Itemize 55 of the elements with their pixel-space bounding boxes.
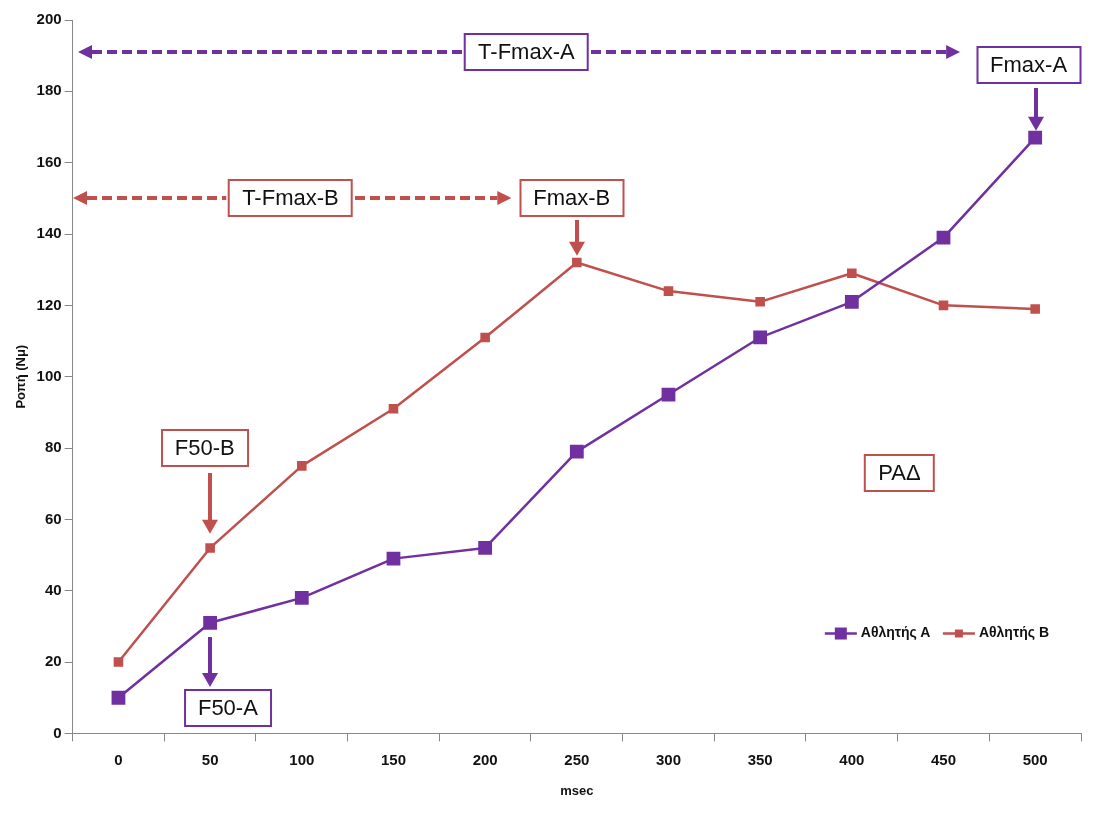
legend-label: Αθλητής Β	[978, 624, 1050, 641]
x-tick-label: 300	[655, 750, 681, 768]
point	[386, 551, 401, 566]
x-tick-label: 450	[930, 750, 957, 768]
y-tick-label: 120	[36, 295, 62, 313]
x-tick-label: 100	[289, 750, 315, 768]
point	[663, 286, 674, 296]
y-tick-label: 0	[53, 723, 62, 741]
point	[572, 257, 582, 268]
annotation: F50-A	[183, 689, 272, 728]
x-tick-label: 50	[201, 750, 219, 768]
annotation: T-Fmax-B	[228, 179, 353, 218]
point	[388, 404, 399, 414]
point	[203, 615, 218, 630]
annotation: T-Fmax-A	[464, 33, 589, 72]
y-tick-label: 160	[36, 152, 62, 170]
point	[938, 300, 949, 311]
point	[480, 332, 490, 343]
point	[478, 541, 493, 555]
annotation: ΡΑΔ	[864, 454, 935, 492]
y-axis-title: Ροπή (Nμ)	[13, 344, 29, 409]
annotation: Fmax-A	[976, 45, 1082, 84]
x-tick-label: 0	[114, 750, 123, 768]
x-axis-title: msec	[560, 782, 594, 798]
annotation: F50-B	[160, 429, 249, 468]
y-tick-label: 100	[36, 366, 62, 384]
y-tick-label: 40	[44, 580, 62, 598]
point	[205, 543, 215, 553]
point	[1030, 304, 1040, 314]
y-tick-label: 60	[44, 509, 62, 527]
annotation: Fmax-B	[519, 179, 625, 218]
point	[753, 330, 768, 345]
point	[936, 230, 951, 245]
point	[111, 690, 126, 705]
x-tick-label: 400	[839, 750, 865, 768]
point	[113, 657, 124, 667]
point	[847, 268, 857, 279]
y-tick-label: 20	[44, 652, 62, 670]
point	[297, 461, 307, 471]
y-tick-label: 140	[36, 224, 62, 242]
point	[844, 294, 859, 309]
x-tick-label: 150	[380, 750, 406, 768]
y-tick-label: 180	[36, 81, 62, 99]
point	[294, 590, 309, 605]
x-tick-label: 250	[564, 750, 590, 768]
x-tick-label: 350	[747, 750, 773, 768]
x-tick-label: 500	[1022, 750, 1048, 768]
point	[1028, 130, 1043, 145]
legend-label: Αθλητής Α	[860, 624, 931, 641]
point	[569, 444, 584, 459]
y-tick-label: 80	[44, 438, 62, 456]
y-tick-label: 200	[36, 10, 62, 28]
x-tick-label: 200	[472, 750, 498, 768]
point	[661, 387, 676, 402]
point	[755, 297, 765, 307]
